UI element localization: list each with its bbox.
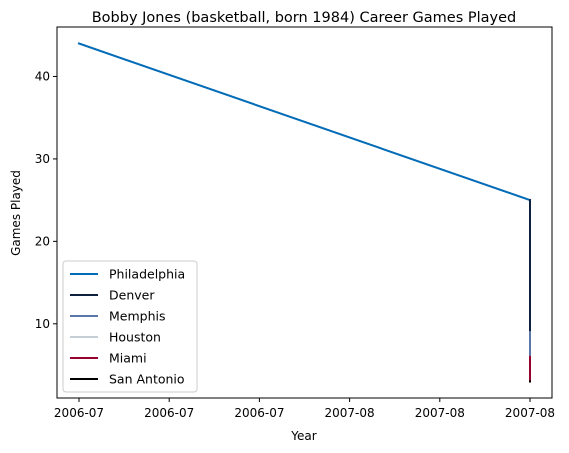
x-tick-label: 2006-07 bbox=[144, 406, 194, 420]
y-tick-label: 40 bbox=[35, 69, 50, 83]
chart-title: Bobby Jones (basketball, born 1984) Care… bbox=[92, 10, 517, 26]
x-tick-label: 2007-08 bbox=[505, 406, 555, 420]
x-axis-label: Year bbox=[290, 429, 316, 443]
y-axis-label: Games Played bbox=[9, 170, 23, 256]
plot-frame bbox=[56, 26, 553, 399]
y-tick-label: 20 bbox=[35, 234, 50, 248]
x-tick-label: 2006-07 bbox=[234, 406, 284, 420]
x-axis-ticks: 2006-07 2006-07 2006-07 2007-08 2007-08 2007-… bbox=[54, 398, 555, 420]
legend-label: Memphis bbox=[109, 309, 166, 324]
y-tick-label: 30 bbox=[35, 152, 50, 166]
y-axis-ticks: 10 20 30 40 bbox=[35, 69, 57, 331]
legend-label: Miami bbox=[109, 351, 147, 366]
legend-box bbox=[62, 260, 198, 393]
x-tick-label: 2007-08 bbox=[325, 406, 375, 420]
legend-label: Denver bbox=[109, 288, 155, 303]
legend: Philadelphia Denver Memphis Houston Miami San… bbox=[62, 260, 198, 393]
x-tick-label: 2007-08 bbox=[415, 406, 465, 420]
legend-label: San Antonio bbox=[109, 372, 185, 387]
series-line-philadelphia bbox=[77, 42, 532, 202]
legend-label: Philadelphia bbox=[109, 267, 185, 282]
y-tick-label: 10 bbox=[35, 317, 50, 331]
legend-label: Houston bbox=[109, 330, 161, 345]
series-layer bbox=[77, 42, 532, 383]
x-tick-label: 2006-07 bbox=[54, 406, 104, 420]
